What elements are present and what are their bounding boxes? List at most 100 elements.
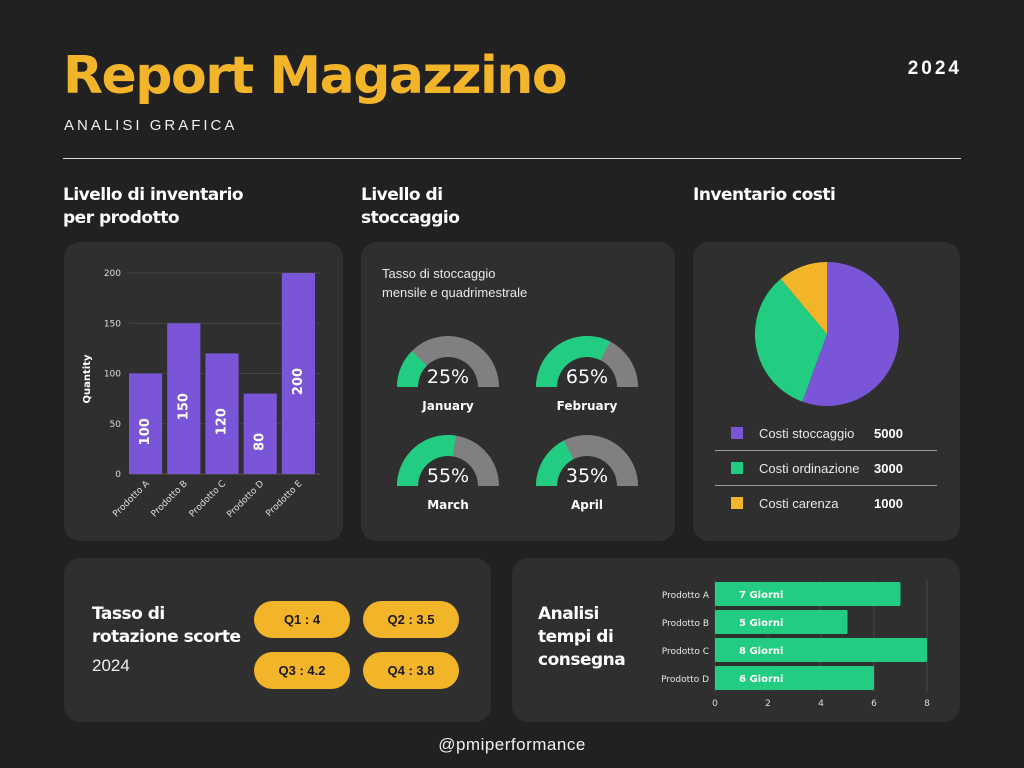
svg-text:Quantity: Quantity bbox=[82, 354, 93, 403]
gauge-fill bbox=[536, 440, 574, 486]
inventory-section-title: Livello di inventario per prodotto bbox=[63, 184, 244, 230]
bar-value-label: 5 Giorni bbox=[739, 618, 783, 629]
costs-section-title: Inventario costi bbox=[693, 185, 836, 205]
legend-item: Costi ordinazione 3000 bbox=[715, 451, 937, 485]
bar-value-label: 8 Giorni bbox=[739, 646, 783, 657]
x-tick-label: 8 bbox=[924, 699, 930, 709]
legend-item: Costi carenza 1000 bbox=[715, 486, 937, 520]
bar-value-label: 120 bbox=[215, 408, 230, 435]
bar bbox=[281, 273, 315, 474]
gauge-fill bbox=[536, 336, 611, 387]
legend-swatch-icon bbox=[731, 427, 743, 439]
y-category-label: Prodotto C bbox=[662, 647, 709, 657]
delivery-title-line1: Analisi bbox=[538, 604, 599, 624]
y-category-label: Prodotto D bbox=[661, 675, 709, 685]
gauge-value: 65% bbox=[566, 366, 608, 388]
x-tick-label: 0 bbox=[712, 699, 718, 709]
rotation-year: 2024 bbox=[92, 656, 130, 675]
q2-badge: Q2 : 3.5 bbox=[363, 601, 459, 638]
y-tick-label: 150 bbox=[104, 319, 121, 329]
q3-badge: Q3 : 4.2 bbox=[254, 652, 350, 689]
bar-value-label: 100 bbox=[138, 418, 153, 445]
bar-value-label: 80 bbox=[253, 433, 268, 451]
legend-swatch-icon bbox=[731, 462, 743, 474]
rotation-card: Tasso di rotazione scorte 2024 Q1 : 4 Q2… bbox=[64, 558, 491, 722]
y-tick-label: 50 bbox=[110, 420, 122, 430]
pie-slice bbox=[802, 262, 899, 406]
inventory-chart-card: 0 50 100 150 200 100 150 120 80 200 Prodotto A Pr… bbox=[64, 242, 343, 541]
legend-label: Costi stoccaggio bbox=[759, 425, 855, 441]
gauge-label: April bbox=[571, 498, 603, 512]
y-tick-label: 200 bbox=[104, 269, 121, 279]
legend-swatch-icon bbox=[731, 497, 743, 509]
legend-divider bbox=[715, 485, 937, 486]
bar bbox=[243, 393, 277, 474]
gauge-january: 25% January bbox=[397, 336, 499, 413]
legend-label: Costi carenza bbox=[759, 495, 839, 511]
storage-chart-subtitle: Tasso di stoccaggio mensile e quadrimest… bbox=[382, 264, 527, 302]
storage-title-line2: stoccaggio bbox=[361, 208, 460, 228]
rotation-title-line1: Tasso di bbox=[92, 604, 165, 624]
x-tick-label: Prodotto E bbox=[264, 479, 304, 519]
x-tick-label: Prodotto B bbox=[150, 479, 190, 519]
header-divider bbox=[63, 158, 961, 159]
x-tick-label: Prodotto A bbox=[111, 478, 152, 519]
bar bbox=[715, 582, 901, 606]
delivery-title: Analisi tempi di consegna bbox=[538, 603, 626, 672]
gauge-label: February bbox=[557, 399, 618, 413]
costs-pie-card: Costi stoccaggio 5000 Costi ordinazione 300… bbox=[693, 242, 960, 541]
storage-gauge-card: Tasso di stoccaggio mensile e quadrimest… bbox=[361, 242, 675, 541]
gauge-label: March bbox=[427, 498, 469, 512]
rotation-title-line2: rotazione scorte bbox=[92, 627, 241, 647]
legend-item: Costi stoccaggio 5000 bbox=[715, 416, 937, 450]
gauge-value: 25% bbox=[427, 366, 469, 388]
gauge-march: 55% March bbox=[397, 435, 499, 512]
gauge-fill bbox=[397, 350, 427, 387]
delivery-title-line2: tempi di bbox=[538, 627, 614, 647]
x-tick-label: 2 bbox=[765, 699, 771, 709]
bar-value-label: 200 bbox=[291, 368, 306, 395]
inventory-title-line2: per prodotto bbox=[63, 208, 180, 228]
costs-pie-chart bbox=[755, 262, 899, 406]
bar-value-label: 150 bbox=[176, 393, 191, 420]
page-subtitle: ANALISI GRAFICA bbox=[64, 117, 238, 134]
rotation-title: Tasso di rotazione scorte bbox=[92, 603, 241, 649]
delivery-card: Analisi tempi di consegna 0 2 4 6 8 7 Giorni P… bbox=[512, 558, 960, 722]
gauge-track bbox=[397, 336, 499, 387]
gauge-value: 35% bbox=[566, 465, 608, 487]
bar bbox=[205, 353, 239, 474]
x-tick-label: Prodotto D bbox=[225, 479, 266, 520]
legend-value: 3000 bbox=[874, 460, 903, 476]
gauge-fill bbox=[397, 435, 456, 486]
bar bbox=[715, 638, 927, 662]
q1-badge: Q1 : 4 bbox=[254, 601, 350, 638]
bar bbox=[167, 323, 201, 474]
gauge-value: 55% bbox=[427, 465, 469, 487]
bar bbox=[715, 610, 848, 634]
pie-slice bbox=[755, 278, 827, 402]
q4-badge: Q4 : 3.8 bbox=[363, 652, 459, 689]
gauge-label: January bbox=[421, 399, 474, 413]
storage-section-title: Livello di stoccaggio bbox=[361, 184, 460, 230]
bar-value-label: 6 Giorni bbox=[739, 674, 783, 685]
bar bbox=[129, 373, 163, 474]
report-year: 2024 bbox=[907, 58, 962, 79]
inventory-title-line1: Livello di inventario bbox=[63, 185, 244, 205]
gauge-february: 65% February bbox=[536, 336, 638, 413]
bar bbox=[715, 666, 874, 690]
legend-label: Costi ordinazione bbox=[759, 460, 860, 476]
storage-title-line1: Livello di bbox=[361, 185, 443, 205]
delivery-bar-chart: 0 2 4 6 8 7 Giorni Prodotto A 5 Giorni Prodotto … bbox=[661, 580, 930, 709]
x-tick-label: Prodotto C bbox=[188, 479, 228, 519]
legend-divider bbox=[715, 450, 937, 451]
legend-value: 5000 bbox=[874, 425, 903, 441]
x-tick-label: 4 bbox=[818, 699, 824, 709]
footer-handle: @pmiperformance bbox=[438, 735, 586, 754]
delivery-title-line3: consegna bbox=[538, 650, 626, 670]
y-tick-label: 100 bbox=[104, 370, 121, 380]
gauge-april: 35% April bbox=[536, 435, 638, 512]
y-category-label: Prodotto A bbox=[662, 591, 710, 601]
storage-gauges: 25% January 65% February 55% March 35% April bbox=[397, 336, 638, 512]
bar-value-label: 7 Giorni bbox=[739, 590, 783, 601]
